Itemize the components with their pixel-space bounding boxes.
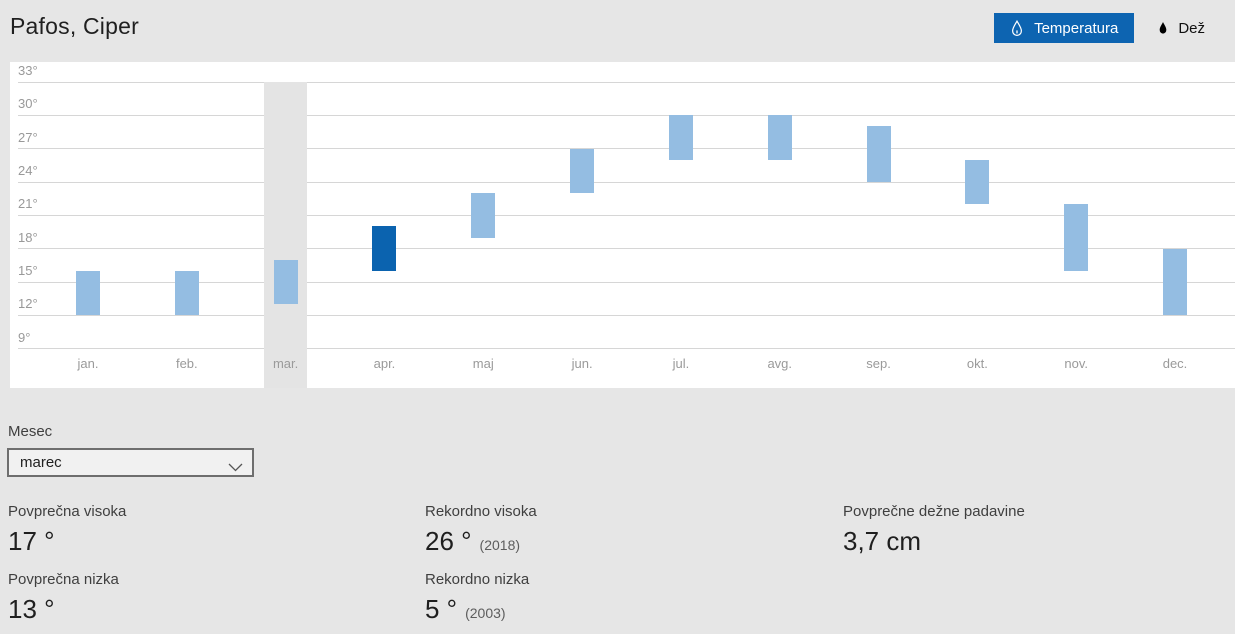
stat-record-high: Rekordno visoka 26 ° (2018) (425, 502, 537, 556)
stat-label: Povprečna visoka (8, 503, 127, 520)
chart-gridline (18, 248, 1235, 250)
temp-range-bar-feb[interactable] (174, 270, 199, 316)
stat-record-year: (2018) (479, 537, 521, 553)
y-axis-tick-label: 9° (18, 329, 31, 345)
month-axis-label: okt. (966, 356, 988, 371)
month-axis-label: jan. (77, 356, 99, 371)
thermometer-drop-icon (1010, 19, 1024, 38)
y-axis-tick-label: 30° (18, 96, 38, 112)
month-axis-label: mar. (272, 356, 299, 371)
stat-average-rainfall: Povprečne dežne padavine 3,7 cm (843, 502, 1025, 556)
temperature-toggle-button[interactable]: Temperatura (994, 13, 1135, 43)
temp-range-bar-jul[interactable] (668, 115, 693, 160)
month-select-label: Mesec (8, 423, 53, 440)
temp-range-bar-okt[interactable] (965, 159, 990, 205)
raindrop-icon (1158, 21, 1168, 35)
stat-value: 17 ° (8, 526, 55, 556)
month-dropdown[interactable]: marec (7, 448, 254, 477)
temp-range-bar-maj[interactable] (471, 193, 496, 238)
y-axis-tick-label: 21° (18, 196, 38, 212)
y-axis-tick-label: 18° (18, 229, 38, 245)
y-axis-tick-label: 15° (18, 263, 38, 278)
y-axis-tick-label: 27° (18, 129, 38, 145)
temp-range-bar-sep[interactable] (866, 126, 891, 182)
stat-label: Povprečna nizka (8, 571, 119, 588)
stat-label: Rekordno nizka (425, 571, 530, 588)
month-dropdown-value: marec (20, 454, 62, 471)
month-axis-label: jul. (672, 356, 690, 371)
chart-gridline (18, 148, 1235, 150)
page-title: Pafos, Ciper (10, 13, 139, 39)
stat-value: 26 ° (425, 526, 472, 556)
temp-range-bar-jun[interactable] (570, 148, 595, 194)
stat-average-low: Povprečna nizka 13 ° (8, 570, 119, 624)
temp-range-bar-apr[interactable] (372, 226, 397, 271)
month-axis-label: avg. (767, 356, 793, 371)
stat-average-high: Povprečna visoka 17 ° (8, 502, 126, 556)
temp-range-bar-jan[interactable] (76, 270, 100, 316)
stat-value: 5 ° (425, 594, 458, 624)
stat-value: 13 ° (8, 594, 55, 624)
rain-toggle-button[interactable]: Dež (1142, 13, 1221, 43)
temp-range-bar-dec[interactable] (1163, 248, 1188, 316)
y-axis-tick-label: 33° (18, 63, 38, 78)
temp-range-bar-avg[interactable] (767, 115, 792, 160)
rain-toggle-label: Dež (1178, 19, 1205, 37)
chart-gridline (18, 181, 1235, 183)
selected-month-column (264, 82, 308, 388)
month-axis-label: nov. (1064, 356, 1088, 371)
y-axis-tick-label: 12° (18, 296, 38, 312)
stat-value: 3,7 cm (843, 526, 922, 556)
chart-gridline (18, 114, 1235, 116)
chart-gridline (18, 314, 1235, 316)
stat-record-low: Rekordno nizka 5 ° (2003) (425, 570, 529, 624)
monthly-temperature-chart: 33° 30° 27° 24° 21° 18° 15° 12° 9° jan. feb. mar. ap… (10, 62, 1235, 388)
chart-gridline (18, 81, 1235, 83)
temp-range-bar-mar[interactable] (273, 259, 298, 305)
stat-label: Rekordno visoka (425, 503, 537, 520)
month-axis-label: apr. (373, 356, 396, 371)
temp-range-bar-nov[interactable] (1064, 204, 1089, 271)
stat-label: Povprečne dežne padavine (843, 503, 1025, 520)
stat-record-year: (2003) (465, 605, 506, 621)
month-axis-label: feb. (175, 356, 198, 371)
month-axis-label: dec. (1162, 356, 1188, 371)
temperature-toggle-label: Temperatura (1034, 19, 1119, 37)
y-axis-tick-label: 24° (18, 163, 38, 178)
metric-toggle-group: Temperatura Dež (994, 13, 1221, 43)
month-axis-label: jun. (571, 356, 593, 371)
chevron-down-icon (228, 459, 243, 477)
chart-gridline (18, 214, 1235, 216)
chart-gridline (18, 348, 1235, 350)
month-axis-label: sep. (866, 356, 891, 371)
chart-gridline (18, 281, 1235, 283)
month-axis-label: maj (472, 356, 494, 371)
